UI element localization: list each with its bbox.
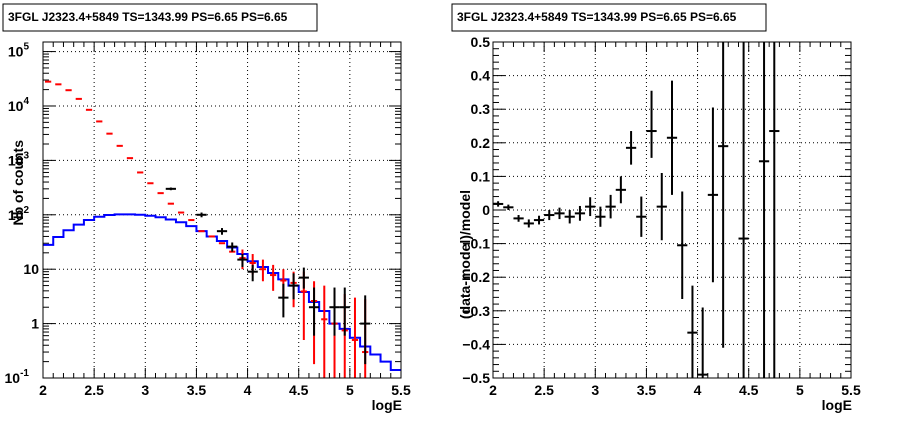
right-y-tick-label: 0.1 [471,168,491,184]
left-y-tick-label: 105 [8,42,30,60]
right-title-box: 3FGL J2323.4+5849 TS=1343.99 PS=6.65 PS=… [451,3,767,32]
left-x-axis-label: logE [372,397,402,413]
right-x-tick-label: 4 [694,382,702,398]
left-y-axis-label: Nb of counts [10,140,26,226]
residuals-panel: 2 2.5 3 3.5 4 4.5 5 5.5 −0.5 −0.4 −0.3 −0.2 −0.1 0 0.1… [462,34,861,398]
left-x-tick-label: 5.5 [391,382,411,398]
left-x-tick-label: 4 [244,382,252,398]
left-y-tick-label: 10 [23,261,39,277]
left-title-box: 3FGL J2323.4+5849 TS=1343.99 PS=6.65 PS=… [2,3,318,32]
left-y-tick-label: 103 [8,150,30,168]
left-x-tick-label: 5 [346,382,354,398]
right-plot-frame [492,41,852,379]
counts-spectrum-panel: 2 2.5 3 3.5 4 4.5 5 5.5 10-1 1 10 102 103 104 105 [5,41,411,398]
left-x-tick-label: 4.5 [289,382,309,398]
right-x-tick-label: 4.5 [739,382,759,398]
left-x-tick-label: 3 [141,382,149,398]
left-plot-area [43,42,401,378]
left-x-tick-label: 3.5 [187,382,207,398]
left-y-tick-label: 10-1 [5,368,30,386]
left-y-tick-label: 1 [31,316,39,332]
right-x-tick-label: 3 [591,382,599,398]
left-x-tick-label: 2 [39,382,47,398]
right-y-tick-label: −0.2 [462,269,490,285]
right-y-tick-label: 0.3 [471,101,491,117]
right-y-tick-label: −0.4 [462,336,490,352]
right-y-tick-label: −0.3 [462,303,490,319]
right-y-axis-label: (data-model)/model [457,190,473,319]
right-y-tick-label: 0 [482,202,490,218]
right-x-tick-label: 2 [489,382,497,398]
left-y-tick-label: 102 [8,205,30,223]
right-y-tick-label: 0.5 [471,34,491,50]
left-x-tick-label: 2.5 [84,382,104,398]
right-x-tick-label: 2.5 [534,382,554,398]
left-plot-frame [42,41,402,379]
right-y-tick-label: 0.2 [471,135,491,151]
left-y-tick-label: 104 [8,96,30,114]
left-chart-title: 3FGL J2323.4+5849 TS=1343.99 PS=6.65 PS=… [8,10,288,24]
right-x-tick-label: 3.5 [637,382,657,398]
right-x-tick-label: 5 [796,382,804,398]
right-x-axis-label: logE [822,397,852,413]
right-y-tick-label: 0.4 [471,68,491,84]
right-y-tick-label: −0.1 [462,236,490,252]
right-y-tick-label: −0.5 [462,370,490,386]
right-x-tick-label: 5.5 [841,382,861,398]
model-step-histogram [43,213,401,372]
right-chart-title: 3FGL J2323.4+5849 TS=1343.99 PS=6.65 PS=… [457,10,737,24]
